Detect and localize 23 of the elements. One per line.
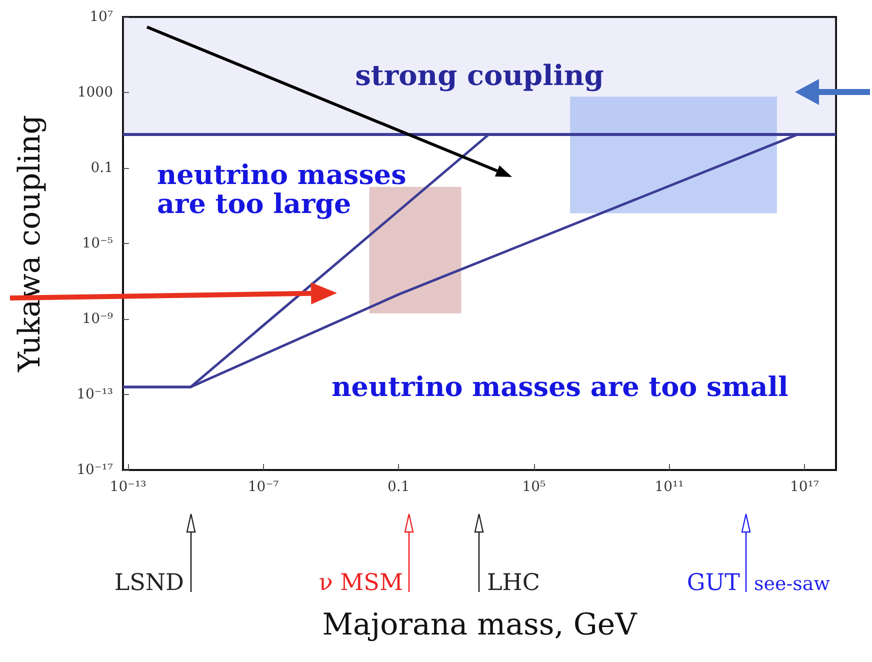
annotation: neutrino masses are too small — [332, 372, 788, 403]
x-tick-label: 10¹¹ — [654, 479, 684, 495]
band-label: strong coupling — [355, 59, 604, 92]
text: see-saw — [754, 573, 831, 595]
y-tick-label: 10⁷ — [90, 9, 114, 25]
x-tick-label: 10⁻⁷ — [248, 479, 280, 495]
text: GUT — [686, 570, 741, 596]
text: LSND — [114, 570, 184, 596]
text: LHC — [487, 570, 540, 596]
x-tick-label: 10⁻¹³ — [110, 479, 146, 495]
text: ν MSM — [318, 570, 403, 596]
annotation: neutrino masses are too large — [157, 160, 406, 220]
y-tick-label: 1000 — [77, 84, 113, 100]
x-tick-label: 10¹⁷ — [790, 479, 820, 495]
y-tick-label: 10⁻¹⁷ — [76, 462, 114, 478]
y-tick-label: 10⁻⁹ — [82, 311, 114, 327]
x-tick-label: 0.1 — [387, 479, 410, 495]
y-tick-label: 0.1 — [90, 160, 113, 176]
y-tick-label: 10⁻⁵ — [82, 236, 114, 252]
x-axis-title: Majorana mass, GeV — [322, 608, 638, 642]
x-tick-label: 10⁵ — [522, 479, 546, 495]
y-tick-label: 10⁻¹³ — [76, 386, 113, 402]
y-axis-title: Yukawa coupling — [12, 115, 48, 373]
